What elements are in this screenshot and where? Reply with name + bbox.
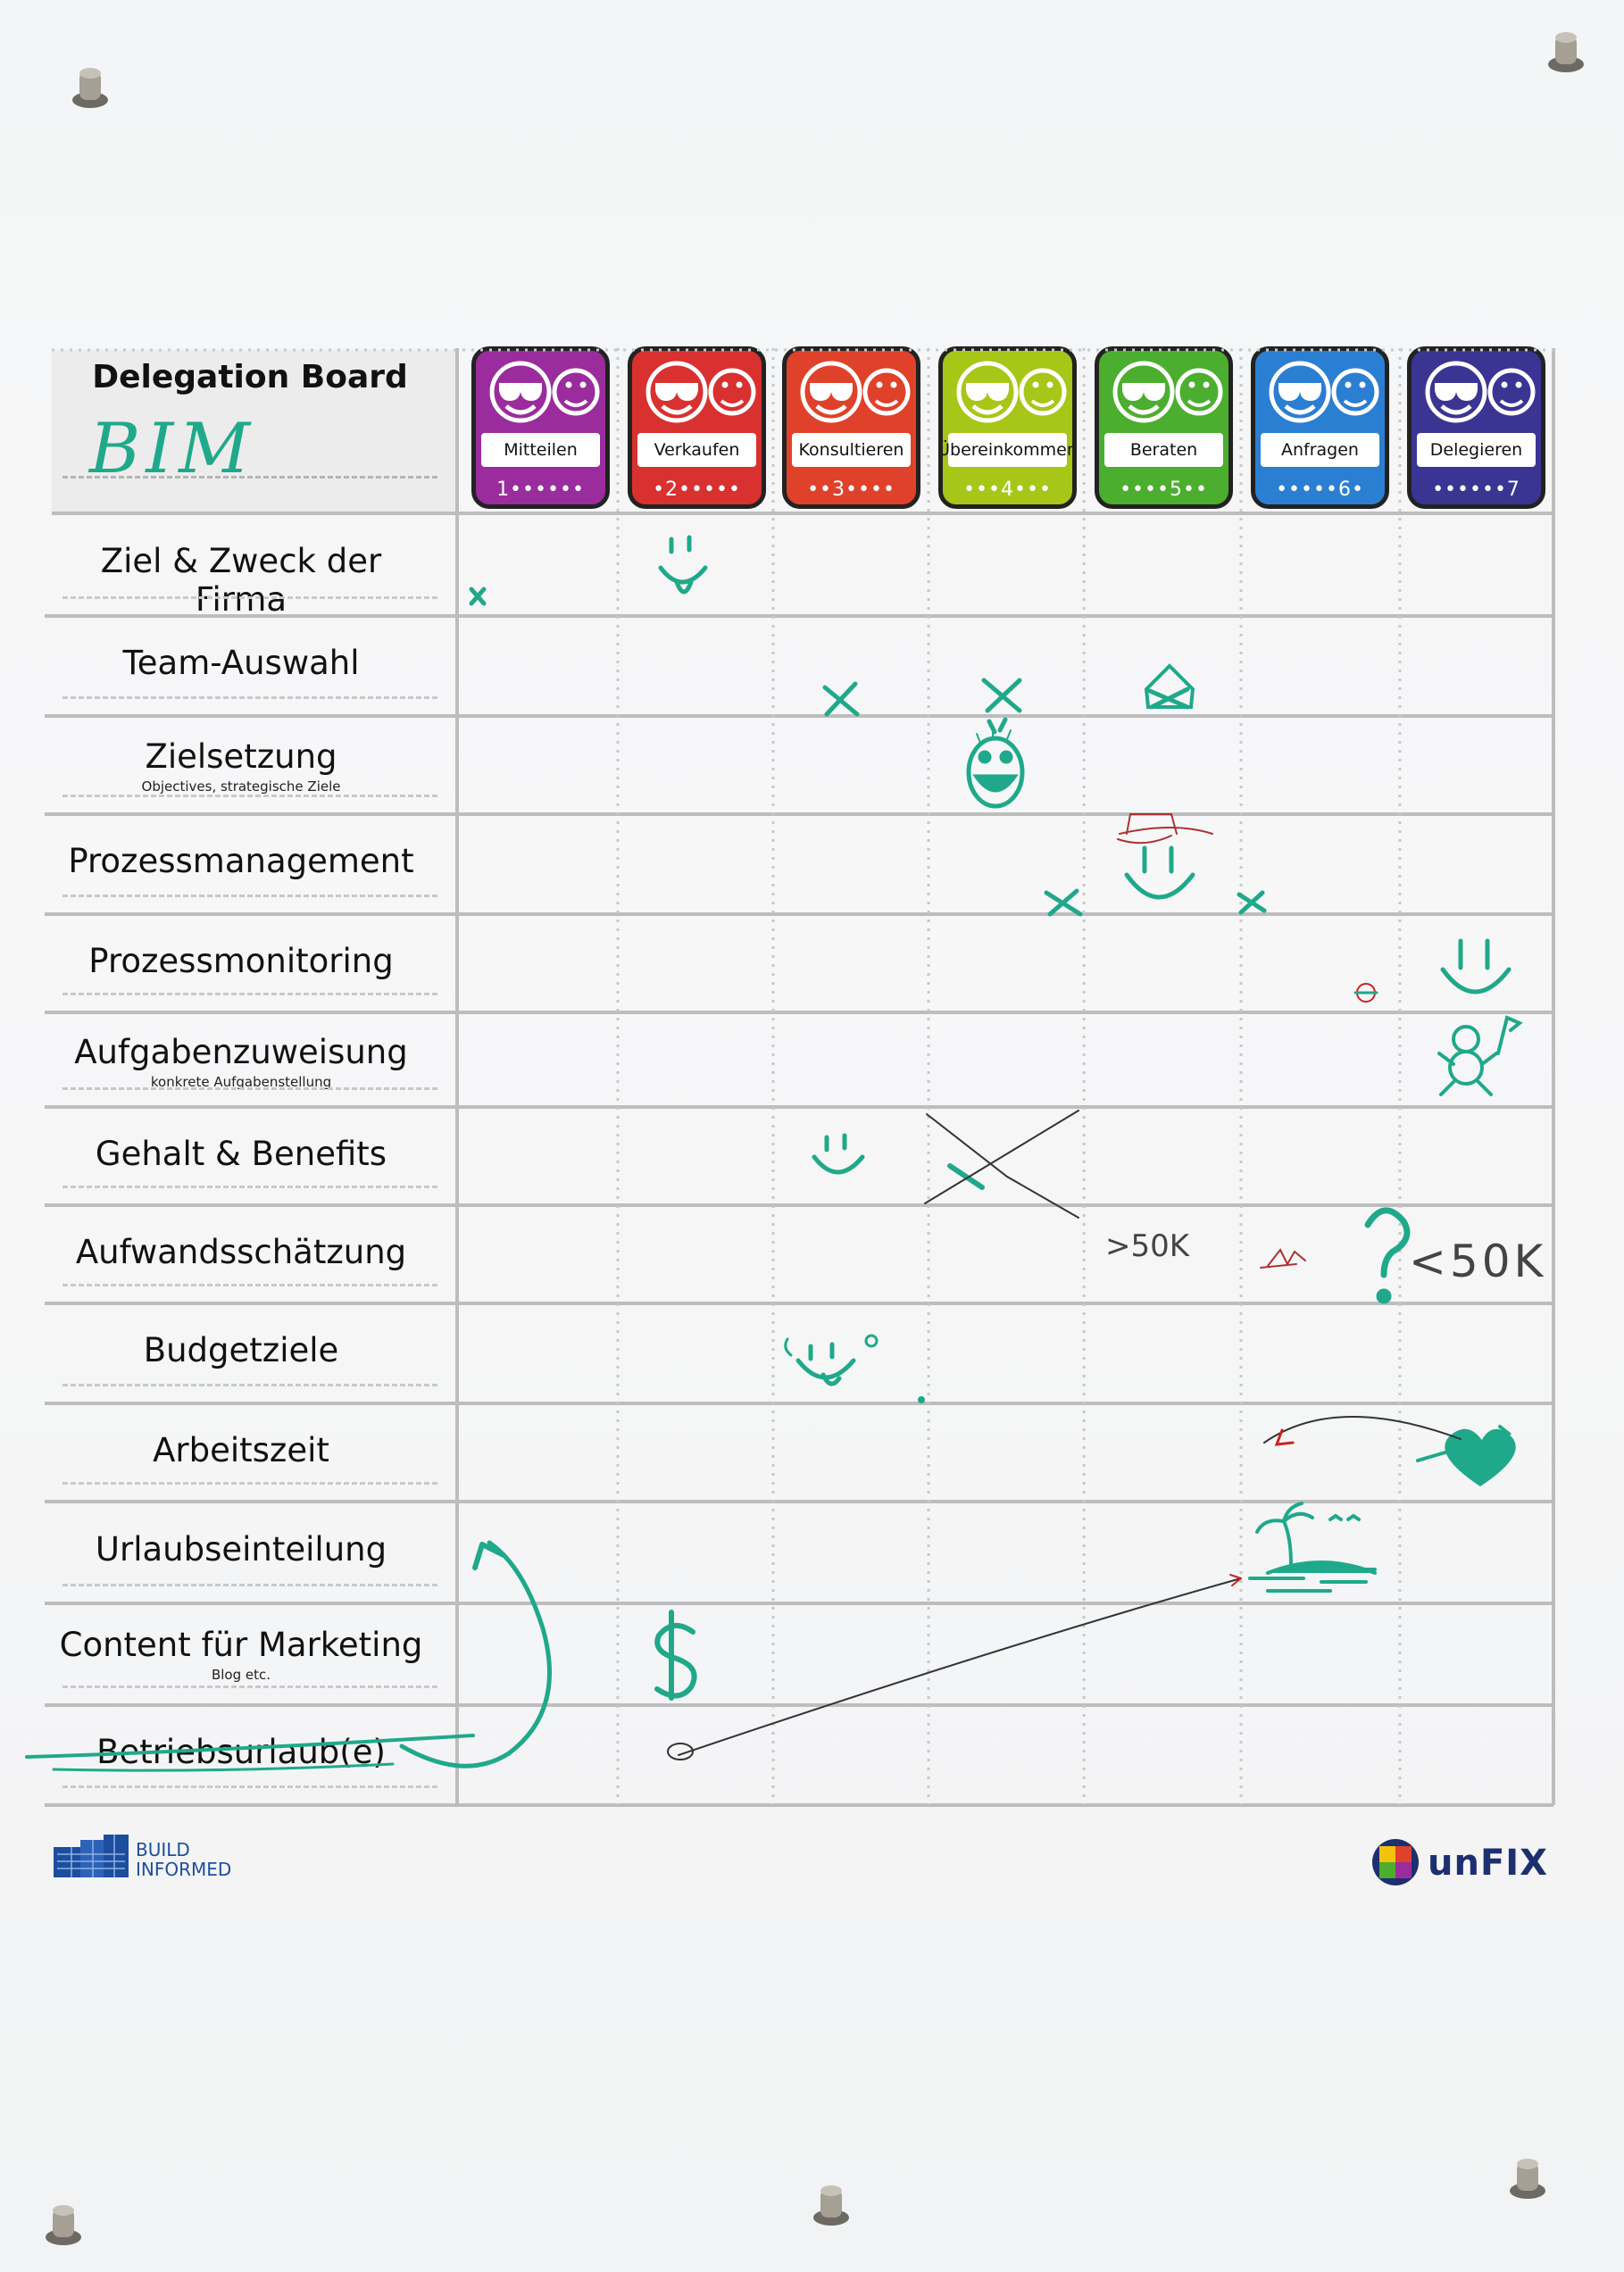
unfix-logo-icon <box>1372 1839 1419 1885</box>
row-sublabel: Objectives, strategische Ziele <box>141 778 341 795</box>
row-dashed-line <box>62 1785 437 1788</box>
arrow-line <box>1263 1416 1462 1444</box>
row-label: Budgetziele <box>143 1331 339 1370</box>
unfix-logo-text: unFIX <box>1428 1843 1548 1884</box>
unfix-logo: unFIX <box>1370 1837 1549 1891</box>
level-card-7: Delegieren ••••••7 <box>1407 346 1545 509</box>
build-informed-logo: BUILD INFORMED <box>54 1835 241 1885</box>
level-card-4: Übereinkommen •••4••• <box>938 346 1077 509</box>
level-number: ••••5•• <box>1120 479 1208 501</box>
row-label: Gehalt & Benefits <box>95 1134 387 1173</box>
level-label: Übereinkommen <box>943 433 1072 467</box>
row-dashed-line <box>62 1087 437 1090</box>
cross-mark <box>469 587 487 606</box>
smiley-tongue-icon <box>658 535 708 595</box>
row-dashed-line <box>62 1685 437 1688</box>
cross-mark <box>822 681 860 717</box>
level-faces-icon <box>489 361 600 423</box>
row-dashed-line <box>62 1186 437 1188</box>
level-label: Verkaufen <box>637 433 756 467</box>
row-label: Zielsetzung <box>145 737 337 777</box>
smiley-tongue-icon <box>784 1334 879 1386</box>
level-label: Mitteilen <box>481 433 600 467</box>
row-label: Prozessmonitoring <box>88 941 394 980</box>
smiley-laughing-icon <box>966 717 1025 809</box>
row-dashed-line <box>62 1284 437 1286</box>
long-arrow-line <box>678 1577 1242 1756</box>
team-name-line <box>62 476 437 479</box>
pin-bottom-right-icon <box>1510 2159 1545 2199</box>
row-dashed-line <box>62 1584 437 1586</box>
pin-top-left-icon <box>72 68 108 108</box>
estimate-high-note: >50K <box>1105 1228 1190 1264</box>
level-label: Anfragen <box>1261 433 1379 467</box>
level-faces-icon <box>1425 361 1536 423</box>
row-dashed-line <box>62 596 437 599</box>
level-number: ••••••7 <box>1432 479 1520 501</box>
strike-through-line <box>25 1734 475 1759</box>
row-dashed-line <box>62 696 437 699</box>
row-label: Arbeitszeit <box>153 1430 329 1469</box>
build-informed-logo-icon <box>54 1835 129 1877</box>
row-label: Prozessmanagement <box>68 842 414 881</box>
row-sublabel: konkrete Aufgabenstellung <box>150 1074 332 1091</box>
curved-arrow <box>399 1540 552 1768</box>
level-faces-icon <box>1112 361 1223 423</box>
level-number: ••3•••• <box>807 479 895 501</box>
pin-bottom-center-icon <box>813 2185 849 2226</box>
level-faces-icon <box>645 361 756 423</box>
house-cross-icon <box>1144 663 1195 710</box>
level-faces-icon <box>956 361 1067 423</box>
cross-mark <box>1044 888 1083 917</box>
estimate-low-note: <50K <box>1409 1236 1547 1287</box>
row-label: Aufwandsschätzung <box>75 1232 407 1271</box>
board-title: Delegation Board <box>92 359 408 395</box>
row-dashed-line <box>62 993 437 995</box>
pin-top-right-icon <box>1548 32 1584 72</box>
pin-bottom-left-icon <box>46 2205 81 2245</box>
level-faces-icon <box>800 361 911 423</box>
level-number: •••4••• <box>963 479 1052 501</box>
level-number: •••••6• <box>1276 479 1364 501</box>
row-label: Ziel & Zweck der Firma <box>100 542 382 620</box>
smiley-with-hat-icon <box>1124 845 1195 900</box>
row-sublabel: Blog etc. <box>211 1667 271 1684</box>
row-dashed-line <box>62 1384 437 1386</box>
row-dashed-line <box>62 795 437 797</box>
row-label: Urlaubseinteilung <box>95 1529 387 1569</box>
row-dashed-line <box>62 895 437 897</box>
cross-mark <box>1237 890 1267 915</box>
stick-figure-with-flag-icon <box>1437 1015 1523 1096</box>
build-informed-logo-line1: BUILD <box>136 1839 190 1860</box>
cross-mark <box>981 678 1022 713</box>
board-header-cell <box>52 350 458 513</box>
dollar-sign-icon <box>654 1610 697 1701</box>
island-palm-icon <box>1248 1502 1377 1593</box>
row-dashed-line <box>62 1482 437 1485</box>
level-number: 1•••••• <box>496 479 585 501</box>
heart-icon <box>1416 1425 1516 1487</box>
row-label: Team-Auswahl <box>122 644 360 683</box>
build-informed-logo-line2: INFORMED <box>136 1859 232 1880</box>
smiley-icon <box>1440 938 1512 995</box>
level-label: Konsultieren <box>792 433 911 467</box>
hat-icon <box>1117 813 1213 845</box>
level-faces-icon <box>1269 361 1379 423</box>
pen-cross-line <box>926 1113 1079 1219</box>
row-label: Aufgabenzuweisung <box>74 1033 408 1072</box>
level-label: Beraten <box>1104 433 1223 467</box>
level-label: Delegieren <box>1417 433 1536 467</box>
row-label: Content für Marketing <box>59 1626 423 1665</box>
level-card-6: Anfragen •••••6• <box>1251 346 1389 509</box>
level-card-5: Beraten ••••5•• <box>1095 346 1233 509</box>
question-mark-icon <box>1364 1207 1411 1304</box>
level-card-1: Mitteilen 1•••••• <box>471 346 610 509</box>
level-card-2: Verkaufen •2••••• <box>628 346 766 509</box>
level-card-3: Konsultieren ••3•••• <box>782 346 920 509</box>
level-number: •2••••• <box>653 479 741 501</box>
smiley-icon <box>812 1133 865 1175</box>
